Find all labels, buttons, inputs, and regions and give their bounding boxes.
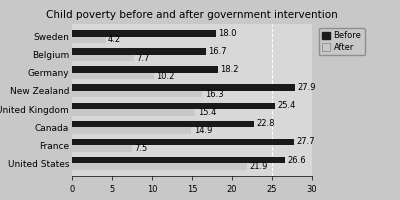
Text: 7.5: 7.5 xyxy=(134,144,148,153)
Text: 27.9: 27.9 xyxy=(298,83,316,92)
Bar xyxy=(72,103,275,109)
Text: 27.7: 27.7 xyxy=(296,137,315,146)
Bar xyxy=(72,139,294,145)
Bar xyxy=(72,91,202,97)
Text: 16.7: 16.7 xyxy=(208,47,227,56)
Text: 18.0: 18.0 xyxy=(218,29,237,38)
Bar xyxy=(72,48,206,55)
Bar xyxy=(72,109,195,116)
Text: 7.7: 7.7 xyxy=(136,54,149,63)
Text: 14.9: 14.9 xyxy=(194,126,212,135)
Bar xyxy=(72,66,218,73)
Title: Child poverty before and after government intervention: Child poverty before and after governmen… xyxy=(46,10,338,20)
Bar xyxy=(72,37,106,43)
Bar xyxy=(72,127,191,134)
Text: 16.3: 16.3 xyxy=(205,90,224,99)
Bar xyxy=(72,30,216,37)
Legend: Before, After: Before, After xyxy=(318,28,365,55)
Text: 26.6: 26.6 xyxy=(287,156,306,165)
Text: 15.4: 15.4 xyxy=(198,108,216,117)
Bar xyxy=(72,157,285,163)
Text: 21.9: 21.9 xyxy=(250,162,268,171)
Text: 10.2: 10.2 xyxy=(156,72,174,81)
Text: 4.2: 4.2 xyxy=(108,35,121,44)
Bar xyxy=(72,73,154,79)
Bar xyxy=(72,121,254,127)
Bar xyxy=(72,145,132,152)
Text: 18.2: 18.2 xyxy=(220,65,238,74)
Text: 22.8: 22.8 xyxy=(257,119,275,128)
Bar xyxy=(72,163,247,170)
Text: 25.4: 25.4 xyxy=(278,101,296,110)
Bar xyxy=(72,55,134,61)
Bar xyxy=(72,84,295,91)
